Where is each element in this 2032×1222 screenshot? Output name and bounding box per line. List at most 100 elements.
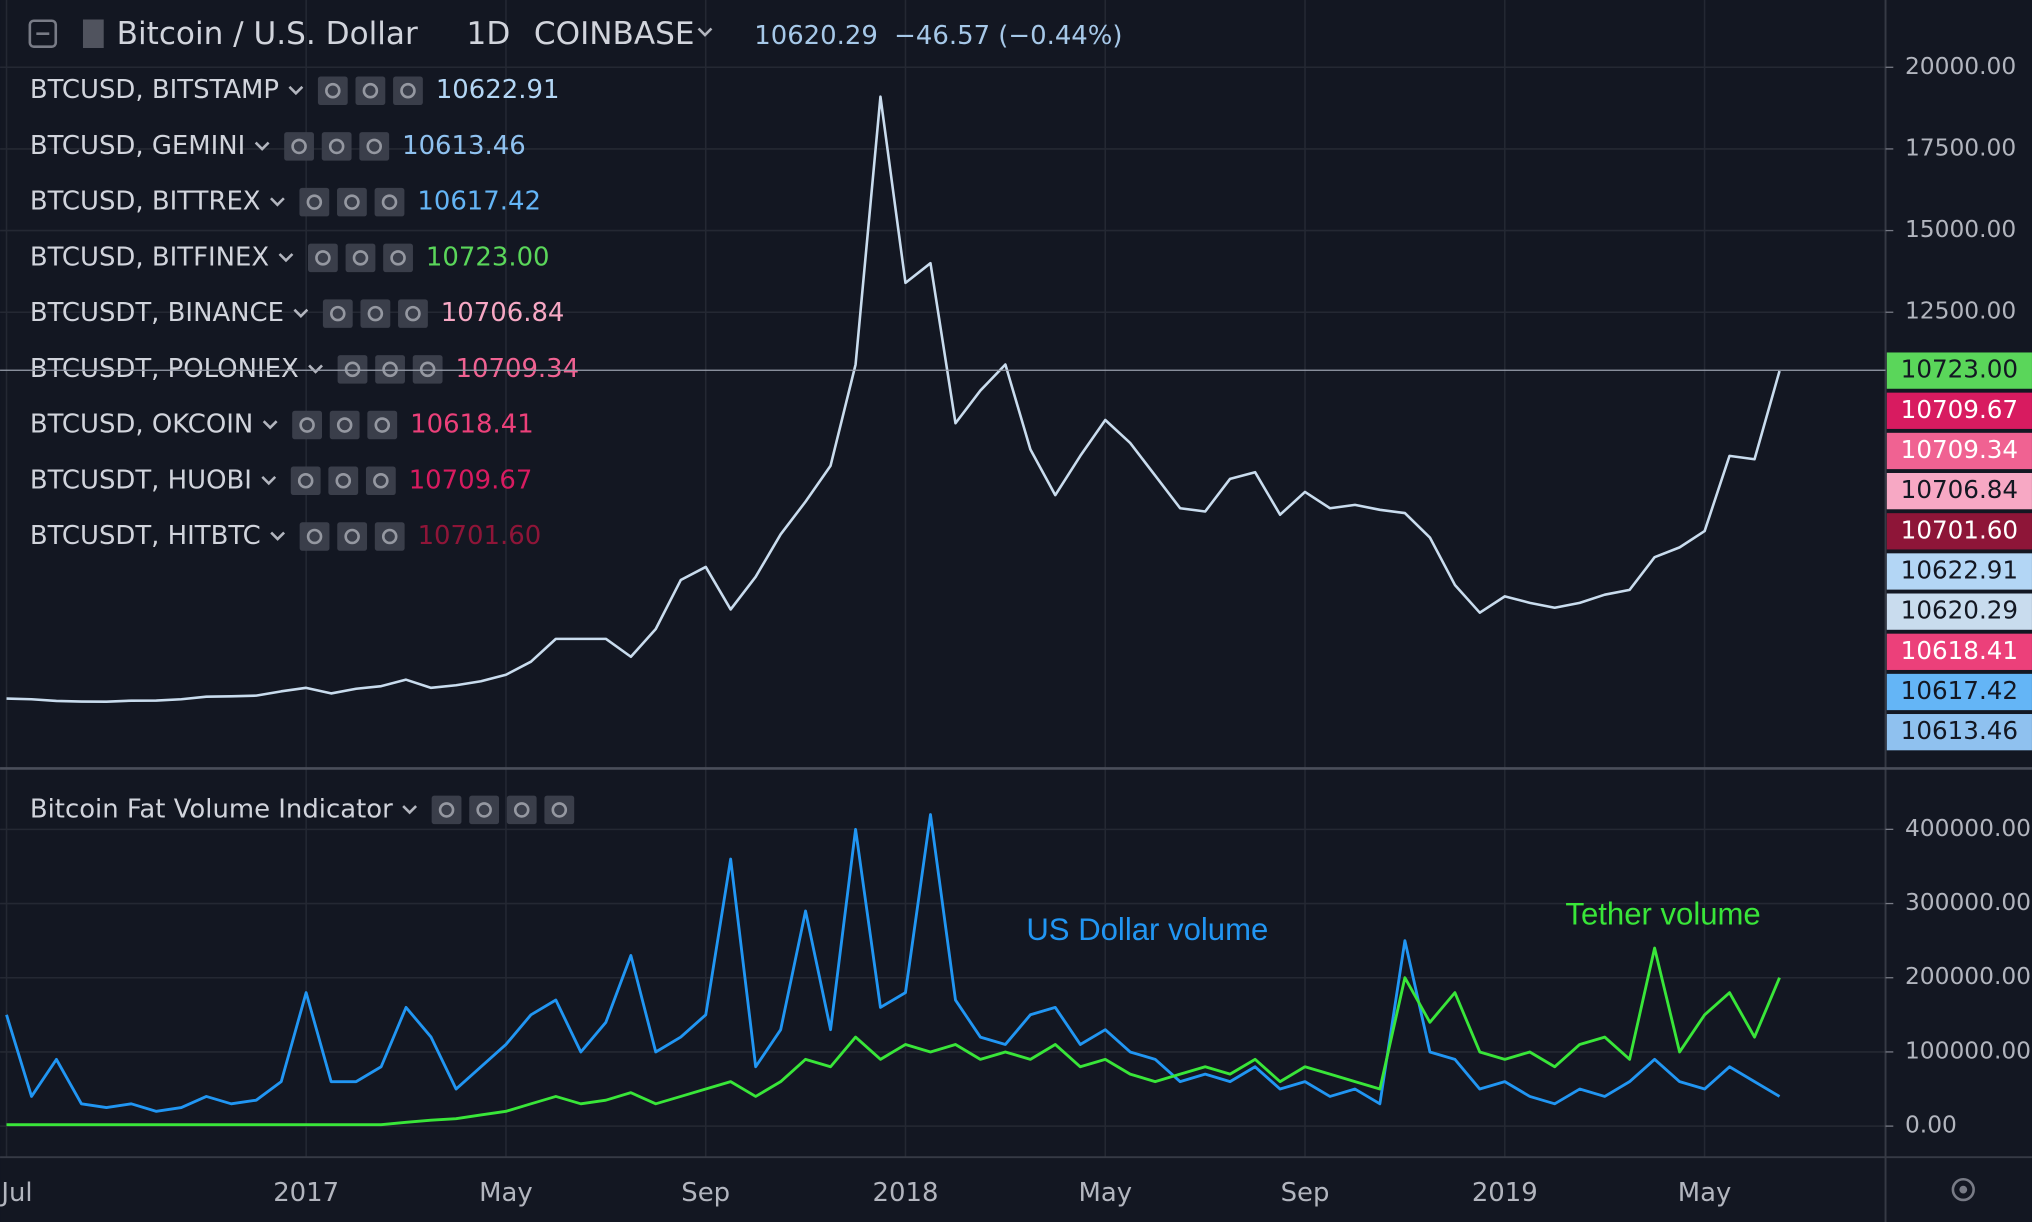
last-price: 10620.29 <box>754 21 878 51</box>
collapse-icon[interactable] <box>28 19 58 48</box>
legend-value: 10709.34 <box>456 354 580 384</box>
legend-name: BTCUSDT, POLONIEX <box>30 354 299 384</box>
chevron[interactable] <box>697 27 713 37</box>
legend-button-glyph <box>374 417 391 433</box>
legend-value: 10723.00 <box>426 242 550 272</box>
legend-button[interactable] <box>290 466 321 496</box>
price-line <box>6 95 1781 704</box>
legend-button-glyph <box>513 802 530 818</box>
settings-icon[interactable] <box>1959 1185 1968 1194</box>
exchange[interactable]: COINBASE <box>534 16 695 52</box>
price-tag <box>1886 714 2032 751</box>
settings-icon[interactable] <box>1951 1177 1975 1202</box>
interval[interactable]: 1D <box>467 16 511 52</box>
legend-button[interactable] <box>431 795 462 825</box>
price-tag <box>1886 673 2032 711</box>
legend-value: 10613.46 <box>402 131 526 161</box>
legend-button[interactable] <box>284 132 314 161</box>
legend-button[interactable] <box>355 76 386 105</box>
x-tick-label: May <box>1678 1178 1732 1208</box>
legend-button[interactable] <box>469 795 500 825</box>
legend-button[interactable] <box>299 522 330 551</box>
chevron[interactable] <box>261 475 277 486</box>
legend-button-glyph <box>344 194 360 210</box>
y-tick-label: 100000.00 <box>1905 1037 2031 1064</box>
legend-button-glyph <box>551 802 568 818</box>
chevron[interactable] <box>402 805 418 815</box>
chevron[interactable] <box>254 141 270 151</box>
legend-button-glyph <box>438 802 455 818</box>
legend-button[interactable] <box>398 299 428 328</box>
legend-name: BTCUSD, OKCOIN <box>30 410 253 440</box>
legend-button[interactable] <box>393 76 423 105</box>
y-tick-label: 12500.00 <box>1905 298 2016 325</box>
price-tag <box>1886 513 2032 550</box>
settings-icon[interactable] <box>1951 1177 1975 1202</box>
legend-button-glyph <box>344 528 360 545</box>
legend-button[interactable] <box>299 187 330 217</box>
legend-button[interactable] <box>308 243 338 273</box>
legend-button-glyph <box>405 305 421 322</box>
legend-name: BTCUSDT, BINANCE <box>30 298 284 328</box>
legend-button[interactable] <box>337 355 368 384</box>
legend-button[interactable] <box>292 410 322 440</box>
legend-value: 10618.41 <box>410 410 534 440</box>
x-tick-label: Jul <box>0 1178 33 1208</box>
y-tick-label: 20000.00 <box>1905 53 2016 80</box>
legend-button[interactable] <box>360 299 391 328</box>
legend-button[interactable] <box>544 795 575 825</box>
price-tag-label: 10613.46 <box>1901 716 2018 745</box>
legend-button[interactable] <box>317 76 348 105</box>
legend-button[interactable] <box>412 355 443 384</box>
legend-button[interactable] <box>328 466 359 496</box>
legend-button-glyph <box>400 82 416 99</box>
legend-button-glyph <box>306 528 323 545</box>
legend-button[interactable] <box>345 243 376 273</box>
chevron[interactable] <box>293 308 309 319</box>
legend-button[interactable] <box>322 299 353 328</box>
legend-name: BTCUSDT, HUOBI <box>30 465 252 495</box>
x-tick-label: May <box>479 1178 533 1208</box>
price-tag <box>1886 593 2032 630</box>
legend-button-glyph <box>299 417 315 433</box>
x-tick-label: May <box>1078 1178 1132 1208</box>
chevron[interactable] <box>270 197 285 207</box>
legend-button-glyph <box>390 250 406 266</box>
legend-name: BTCUSDT, HITBTC <box>30 521 261 551</box>
legend-button[interactable] <box>375 355 405 384</box>
legend-name: BTCUSD, GEMINI <box>30 131 245 161</box>
legend-button[interactable] <box>367 410 398 440</box>
price-tag <box>1886 352 2032 389</box>
legend-button-glyph <box>381 528 398 545</box>
chevron[interactable] <box>308 364 323 374</box>
chevron[interactable] <box>262 420 278 430</box>
price-tag <box>1886 633 2032 670</box>
legend-value: 10706.84 <box>441 298 565 328</box>
legend-button[interactable] <box>359 132 390 161</box>
legend-button-glyph <box>362 82 379 99</box>
price-tag-label: 10622.91 <box>1901 555 2018 584</box>
price-tag-label: 10709.34 <box>1901 435 2018 464</box>
legend-value: 10709.67 <box>409 465 533 495</box>
legend-button[interactable] <box>329 410 360 440</box>
legend-button-glyph <box>336 417 353 433</box>
legend-button[interactable] <box>337 187 367 217</box>
legend-button[interactable] <box>374 187 405 217</box>
legend-button[interactable] <box>374 522 405 551</box>
legend-button[interactable] <box>383 243 413 273</box>
legend-button[interactable] <box>506 795 537 825</box>
legend-button[interactable] <box>337 522 368 551</box>
volume-line <box>5 813 1781 1113</box>
chevron[interactable] <box>278 253 294 263</box>
legend-button-glyph <box>315 250 331 266</box>
chevron[interactable] <box>270 531 286 541</box>
x-tick-label: Sep <box>681 1178 730 1208</box>
chevron[interactable] <box>288 85 304 96</box>
legend-button[interactable] <box>365 466 396 496</box>
legend-name: BTCUSD, BITTREX <box>30 187 261 217</box>
legend-button[interactable] <box>321 132 352 161</box>
series-annotation: US Dollar volume <box>1026 912 1268 947</box>
legend-button-glyph <box>367 305 384 322</box>
